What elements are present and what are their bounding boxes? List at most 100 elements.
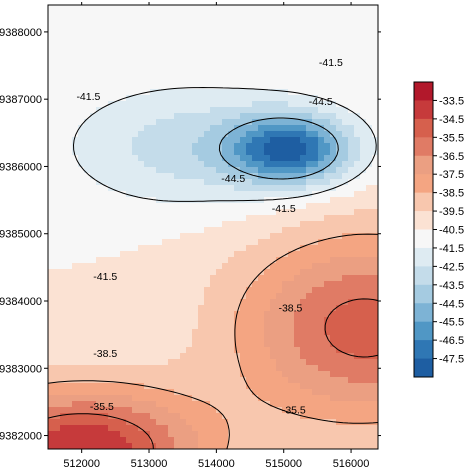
field-cell [234,167,241,174]
field-cell [114,119,121,126]
field-cell [228,317,235,324]
field-cell [72,287,79,294]
field-cell [192,245,199,252]
field-cell [366,155,373,162]
field-cell [210,221,217,228]
field-cell [354,383,361,390]
field-cell [186,389,193,396]
field-cell [84,77,91,84]
field-cell [150,209,157,216]
contour-label: -44.5 [221,173,245,185]
field-cell [330,191,337,198]
field-cell [150,233,157,240]
field-cell [366,281,373,288]
field-cell [318,5,325,12]
field-cell [84,293,91,300]
field-cell [138,275,145,282]
field-cell [126,71,133,78]
field-cell [114,197,121,204]
field-cell [60,389,67,396]
field-cell [78,137,85,144]
field-cell [288,167,295,174]
field-cell [330,377,337,384]
field-cell [186,65,193,72]
field-cell [240,341,247,348]
field-cell [330,335,337,342]
field-cell [60,179,67,186]
field-cell [240,437,247,444]
field-cell [90,137,97,144]
field-cell [276,371,283,378]
field-cell [300,137,307,144]
field-cell [330,35,337,42]
field-cell [294,353,301,360]
field-cell [150,431,157,438]
field-cell [198,83,205,90]
field-cell [102,197,109,204]
field-cell [282,245,289,252]
field-cell [120,17,127,24]
field-cell [348,23,355,30]
field-cell [168,35,175,42]
field-cell [192,29,199,36]
field-cell [114,269,121,276]
field-cell [48,173,55,180]
field-cell [78,11,85,18]
field-cell [150,95,157,102]
field-cell [198,359,205,366]
field-cell [288,281,295,288]
field-cell [48,299,55,306]
field-cell [324,425,331,432]
field-cell [216,413,223,420]
field-cell [228,281,235,288]
field-cell [342,35,349,42]
field-cell [198,311,205,318]
field-cell [120,185,127,192]
field-cell [342,245,349,252]
field-cell [144,209,151,216]
field-cell [276,47,283,54]
field-cell [330,347,337,354]
field-cell [270,173,277,180]
field-cell [132,359,139,366]
field-cell [174,179,181,186]
field-cell [324,173,331,180]
field-cell [210,191,217,198]
field-cell [348,413,355,420]
field-cell [270,89,277,96]
field-cell [192,47,199,54]
field-cell [228,173,235,180]
field-cell [240,5,247,12]
field-cell [330,107,337,114]
field-cell [282,185,289,192]
field-cell [264,263,271,270]
field-cell [252,167,259,174]
colorbar-label: -36.5 [439,151,464,163]
field-cell [114,95,121,102]
field-cell [156,83,163,90]
field-cell [234,185,241,192]
field-cell [210,317,217,324]
field-cell [60,221,67,228]
field-cell [246,161,253,168]
field-cell [372,413,378,420]
field-cell [198,251,205,258]
field-cell [222,77,229,84]
field-cell [336,407,343,414]
field-cell [84,197,91,204]
field-cell [252,137,259,144]
field-cell [348,395,355,402]
colorbar-label: -47.5 [439,354,464,366]
field-cell [48,5,55,12]
field-cell [228,419,235,426]
field-cell [252,407,259,414]
field-cell [312,11,319,18]
field-cell [108,233,115,240]
field-cell [66,161,73,168]
field-cell [186,347,193,354]
field-cell [84,311,91,318]
field-cell [372,53,378,60]
field-cell [78,377,85,384]
field-cell [108,227,115,234]
field-cell [120,119,127,126]
